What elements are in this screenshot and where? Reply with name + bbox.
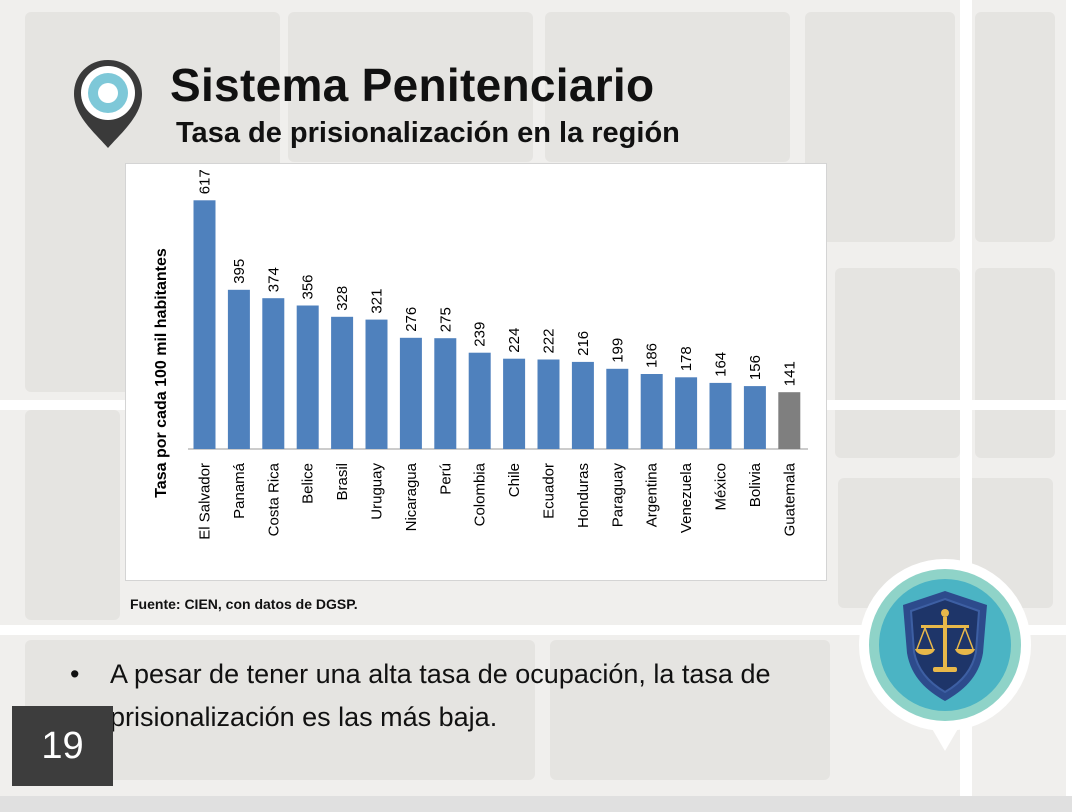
category-label: Paraguay — [609, 463, 626, 528]
map-block — [975, 268, 1055, 458]
value-label: 216 — [575, 331, 592, 356]
category-labels-group: El Salvador Panamá Costa Rica Belice Brasil U… — [197, 462, 799, 539]
bullet-marker: • — [70, 659, 80, 689]
category-label: Nicaragua — [403, 462, 420, 531]
bars-group — [193, 200, 801, 449]
category-label: Belice — [300, 463, 317, 504]
value-label: 275 — [437, 307, 454, 332]
bar-bolivia — [743, 386, 766, 449]
slide-subtitle: Tasa de prisionalización en la región — [176, 117, 680, 149]
page-number: 19 — [12, 706, 113, 786]
category-label: Costa Rica — [265, 462, 282, 536]
map-block — [288, 12, 533, 162]
slide-title: Sistema Penitenciario — [170, 59, 655, 111]
category-label: Chile — [506, 463, 523, 497]
map-block — [545, 12, 790, 162]
value-label: 617 — [197, 169, 214, 194]
bar-chart: Tasa por cada 100 mil habitantes 617 395 3… — [125, 163, 827, 581]
category-label: Guatemala — [781, 462, 798, 536]
bar-belice — [296, 305, 319, 449]
value-label: 395 — [231, 259, 248, 284]
bar-guatemala — [778, 392, 801, 449]
bar-perú — [434, 338, 457, 449]
map-block — [550, 640, 830, 780]
category-label: Venezuela — [678, 462, 695, 533]
bar-brasil — [331, 316, 354, 449]
value-label: 178 — [678, 346, 695, 371]
map-block — [835, 268, 960, 458]
map-road — [0, 625, 1066, 635]
category-label: Panamá — [231, 462, 248, 519]
bar-ecuador — [537, 359, 560, 449]
value-label: 374 — [265, 267, 282, 292]
justice-badge-icon — [859, 559, 1031, 751]
map-block — [975, 12, 1055, 242]
slide: Sistema Penitenciario Tasa de prisionali… — [0, 0, 1066, 796]
bar-uruguay — [365, 319, 388, 449]
map-block — [805, 12, 955, 242]
value-label: 164 — [713, 352, 730, 377]
location-pin-icon — [74, 60, 142, 148]
category-label: Brasil — [334, 463, 351, 501]
bar-costa-rica — [262, 298, 285, 449]
value-label: 156 — [747, 355, 764, 380]
value-labels-group: 617 395 374 356 328 321 276 275 239 224 222 216 199 1… — [197, 169, 799, 386]
bar-venezuela — [675, 377, 698, 449]
value-label: 222 — [541, 328, 558, 353]
value-label: 328 — [334, 286, 351, 311]
map-block — [25, 410, 120, 620]
bar-el-salvador — [193, 200, 216, 449]
window-edge — [1066, 0, 1072, 796]
bar-chile — [503, 358, 526, 449]
window-bottom-bar — [0, 796, 1072, 812]
category-label: Honduras — [575, 463, 592, 528]
value-label: 141 — [781, 361, 798, 386]
value-label: 321 — [369, 289, 386, 314]
category-label: Colombia — [472, 462, 489, 526]
category-label: Uruguay — [369, 463, 386, 520]
category-label: Perú — [437, 463, 454, 495]
value-label: 199 — [609, 338, 626, 363]
value-label: 239 — [472, 322, 489, 347]
category-label: Ecuador — [541, 463, 558, 519]
value-label: 276 — [403, 307, 420, 332]
bar-colombia — [468, 352, 491, 449]
bar-argentina — [640, 374, 663, 449]
bar-panamá — [227, 289, 250, 449]
bar-nicaragua — [399, 337, 422, 449]
value-label: 186 — [644, 343, 661, 368]
chart-source: Fuente: CIEN, con datos de DGSP. — [130, 596, 358, 612]
bar-honduras — [571, 361, 594, 449]
bar-paraguay — [606, 368, 629, 449]
bar-méxico — [709, 382, 732, 449]
category-label: Bolivia — [747, 462, 764, 507]
bullet-text: A pesar de tener una alta tasa de ocupac… — [110, 659, 771, 732]
y-axis-label: Tasa por cada 100 mil habitantes — [153, 248, 170, 498]
value-label: 356 — [300, 274, 317, 299]
category-label: México — [713, 463, 730, 511]
category-label: Argentina — [644, 462, 661, 527]
category-label: El Salvador — [197, 463, 214, 540]
value-label: 224 — [506, 328, 523, 353]
